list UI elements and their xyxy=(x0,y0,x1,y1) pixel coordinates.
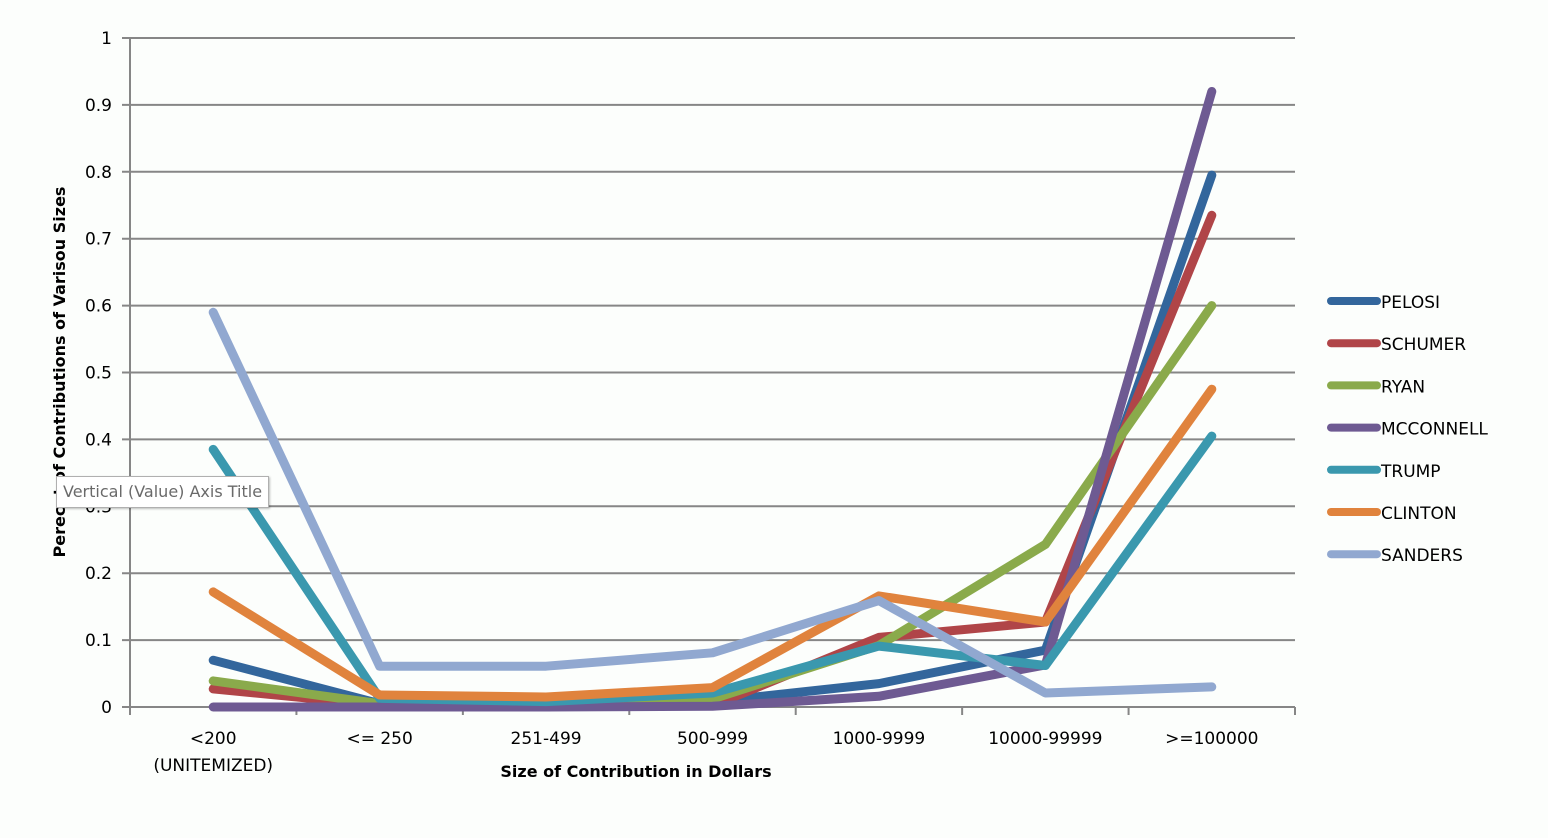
data-point-mcconnell[interactable] xyxy=(212,706,214,708)
legend-label: SCHUMER xyxy=(1381,335,1466,355)
data-point-clinton[interactable] xyxy=(379,694,381,696)
data-point-sanders[interactable] xyxy=(878,600,880,602)
y-tick-label: 0.4 xyxy=(85,430,112,450)
y-tick-label: 0.5 xyxy=(85,364,112,384)
y-tick-label: 0.8 xyxy=(85,163,112,183)
legend-label: CLINTON xyxy=(1381,504,1457,524)
y-tick-label: 0.1 xyxy=(85,631,112,651)
y-tick-label: 0.6 xyxy=(85,297,112,317)
legend-item-schumer[interactable]: SCHUMER xyxy=(1327,335,1466,355)
data-point-sanders[interactable] xyxy=(379,665,381,667)
data-point-clinton[interactable] xyxy=(212,591,214,593)
data-point-schumer[interactable] xyxy=(1211,214,1213,216)
y-axis-title[interactable]: Perecnt of Contributions of Varisou Size… xyxy=(50,187,69,558)
data-point-sanders[interactable] xyxy=(545,665,547,667)
data-point-sanders[interactable] xyxy=(712,652,713,654)
data-point-ryan[interactable] xyxy=(1211,305,1213,307)
y-tick-label: 1 xyxy=(101,29,112,49)
x-tick-label: 1000-9999 xyxy=(833,729,926,749)
series-line-mcconnell[interactable] xyxy=(208,87,1217,712)
legend-label: RYAN xyxy=(1381,377,1425,397)
legend-label: PELOSI xyxy=(1381,293,1440,313)
data-point-mcconnell[interactable] xyxy=(1211,91,1213,93)
data-point-mcconnell[interactable] xyxy=(712,705,713,707)
data-point-trump[interactable] xyxy=(878,645,880,647)
data-point-pelosi[interactable] xyxy=(878,683,880,685)
data-point-schumer[interactable] xyxy=(212,688,214,690)
data-point-schumer[interactable] xyxy=(878,636,880,638)
x-tick-label: 251-499 xyxy=(511,729,582,749)
legend-label: TRUMP xyxy=(1380,462,1441,482)
data-point-mcconnell[interactable] xyxy=(878,695,880,697)
x-tick-label: <= 250 xyxy=(346,729,412,749)
data-point-trump[interactable] xyxy=(712,692,713,694)
data-point-sanders[interactable] xyxy=(1044,692,1046,694)
y-axis-tick-labels: 00.10.20.30.40.50.60.70.80.91 xyxy=(85,29,112,718)
legend-item-mcconnell[interactable]: MCCONNELL xyxy=(1327,420,1488,440)
legend-label: SANDERS xyxy=(1381,546,1463,566)
data-point-sanders[interactable] xyxy=(212,311,214,313)
axes xyxy=(129,38,1296,715)
gridlines xyxy=(122,37,1295,708)
x-tick-label: >=100000 xyxy=(1165,729,1258,749)
x-tick-label: <200 xyxy=(190,729,237,749)
data-point-trump[interactable] xyxy=(212,448,214,450)
data-point-clinton[interactable] xyxy=(545,696,547,698)
legend-item-clinton[interactable]: CLINTON xyxy=(1327,504,1457,524)
x-axis-title[interactable]: Size of Contribution in Dollars xyxy=(500,762,771,781)
y-tick-label: 0.2 xyxy=(85,564,112,584)
data-point-clinton[interactable] xyxy=(1211,388,1213,390)
series-lines xyxy=(208,87,1217,712)
data-point-sanders[interactable] xyxy=(1211,686,1213,688)
data-point-trump[interactable] xyxy=(1211,435,1213,437)
data-point-ryan[interactable] xyxy=(1044,543,1046,545)
legend-item-sanders[interactable]: SANDERS xyxy=(1327,546,1463,566)
y-tick-label: 0.7 xyxy=(85,230,112,250)
data-point-mcconnell[interactable] xyxy=(545,706,547,708)
series-line-trump[interactable] xyxy=(208,431,1217,707)
legend-item-trump[interactable]: TRUMP xyxy=(1327,462,1441,482)
legend-label: MCCONNELL xyxy=(1381,420,1488,440)
data-point-ryan[interactable] xyxy=(712,698,713,700)
legend[interactable]: PELOSI SCHUMER RYAN MCCONNELL TRUMP CLINTON SA… xyxy=(1327,293,1488,566)
x-tick-label: 500-999 xyxy=(677,729,748,749)
data-point-ryan[interactable] xyxy=(212,680,214,682)
legend-item-ryan[interactable]: RYAN xyxy=(1327,377,1425,397)
x-tick-label: 10000-99999 xyxy=(988,729,1102,749)
data-point-mcconnell[interactable] xyxy=(379,706,381,708)
legend-item-pelosi[interactable]: PELOSI xyxy=(1327,293,1440,313)
x-tick-label: (UNITEMIZED) xyxy=(153,756,273,776)
y-tick-label: 0.9 xyxy=(85,96,112,116)
data-point-pelosi[interactable] xyxy=(1211,174,1213,176)
y-tick-label: 0 xyxy=(101,698,112,718)
x-axis-tick-labels: <200 (UNITEMIZED) <= 250 251-499 500-999 1000… xyxy=(153,729,1258,776)
axis-title-tooltip: Vertical (Value) Axis Title xyxy=(56,476,270,508)
data-point-clinton[interactable] xyxy=(1044,621,1046,623)
data-point-clinton[interactable] xyxy=(712,687,713,689)
data-point-trump[interactable] xyxy=(1044,665,1046,667)
data-point-pelosi[interactable] xyxy=(212,659,214,661)
